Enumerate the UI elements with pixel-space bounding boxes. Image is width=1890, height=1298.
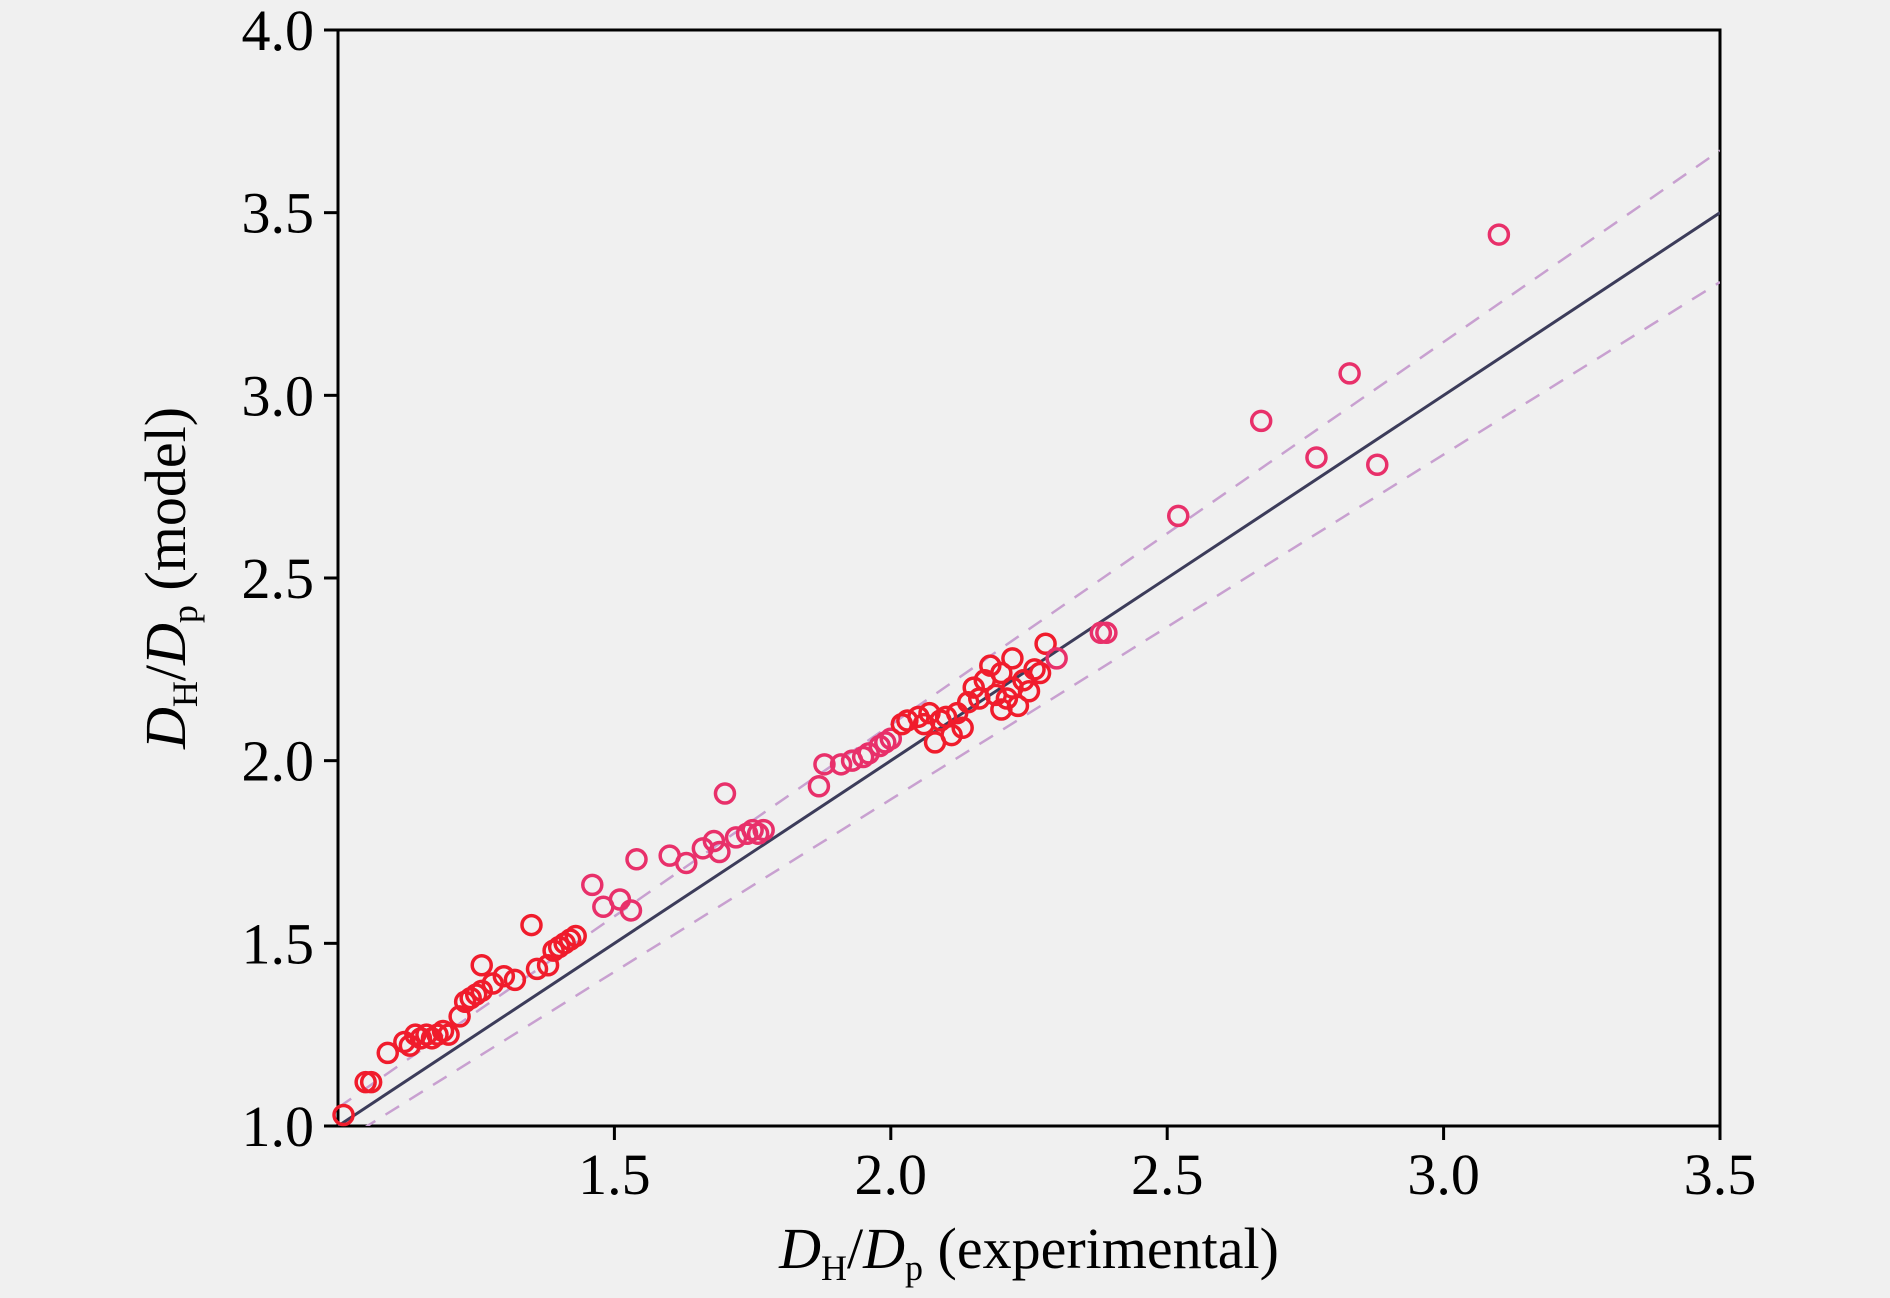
y-label-symbol-1: D (133, 707, 198, 750)
data-point (520, 913, 543, 937)
data-point (1167, 504, 1190, 528)
data-point (359, 1070, 383, 1094)
data-point (1034, 632, 1057, 656)
data-point (1095, 621, 1118, 645)
data-point (1305, 446, 1328, 469)
data-point (525, 957, 549, 981)
x-label-symbol-2: D (862, 1216, 905, 1281)
y-tick-label: 4.0 (242, 0, 315, 63)
x-label-suffix: (experimental) (923, 1216, 1279, 1281)
lower-bound-line (364, 281, 1720, 1126)
data-point (376, 1041, 400, 1065)
data-point (470, 954, 493, 977)
data-point (564, 924, 587, 948)
x-tick-label: 3.0 (1407, 1142, 1480, 1207)
data-point (1487, 223, 1511, 246)
data-point (536, 954, 560, 977)
data-point (448, 1005, 471, 1028)
data-point (1017, 680, 1041, 703)
x-tick-label: 2.0 (855, 1142, 928, 1207)
data-point (813, 753, 836, 776)
data-point (713, 782, 737, 805)
data-point (470, 979, 493, 1003)
x-label-sub-1: H (821, 1248, 847, 1288)
data-point (990, 661, 1013, 685)
data-points (332, 223, 1511, 1127)
data-point (1006, 694, 1030, 718)
data-point (857, 742, 880, 765)
data-point (398, 1034, 422, 1057)
x-label-slash: / (847, 1216, 864, 1281)
data-point (503, 968, 527, 992)
data-point (940, 723, 963, 747)
data-point (481, 972, 505, 995)
data-point (829, 753, 853, 776)
data-point (951, 716, 974, 740)
x-tick-label: 3.5 (1684, 1142, 1757, 1207)
data-point (437, 1023, 460, 1046)
data-point (1001, 647, 1024, 670)
data-point (332, 1103, 355, 1127)
y-tick-label: 2.5 (242, 546, 315, 611)
y-label-slash: / (133, 664, 198, 681)
y-tick-label: 1.0 (242, 1094, 315, 1159)
axis-ticks: 1.5 2.0 2.5 3.0 3.5 1.0 1.5 2.0 2.5 3.0 3.5 4.0 (242, 0, 1757, 1207)
data-point (619, 899, 643, 922)
data-point (995, 687, 1019, 710)
data-point (708, 840, 731, 864)
data-point (675, 851, 698, 875)
y-tick-label: 1.5 (242, 911, 315, 976)
data-point (752, 818, 775, 842)
data-point (962, 676, 985, 699)
x-axis-label: DH/Dp (experimental) (778, 1216, 1279, 1288)
data-point (1366, 453, 1389, 476)
data-point (492, 964, 516, 988)
y-tick-label: 3.0 (242, 363, 315, 428)
x-label-symbol-1: D (778, 1216, 821, 1281)
data-point (625, 848, 648, 871)
fit-line (338, 211, 1720, 1126)
y-label-sub-1: H (165, 681, 205, 707)
data-point (1249, 409, 1273, 433)
y-tick-label: 2.0 (242, 729, 315, 794)
data-point (1045, 647, 1068, 670)
y-label-sub-2: p (165, 605, 205, 623)
x-tick-label: 2.5 (1131, 1142, 1204, 1207)
data-point (879, 727, 903, 750)
data-point (979, 654, 1002, 677)
data-point (702, 829, 726, 853)
data-point (1338, 362, 1361, 385)
data-point (956, 690, 980, 714)
y-axis-label: DH/Dp (model) (133, 407, 205, 750)
data-point (807, 774, 831, 798)
x-label-sub-2: p (905, 1248, 923, 1288)
y-label-symbol-2: D (133, 623, 198, 666)
x-tick-label: 1.5 (578, 1142, 651, 1207)
y-label-suffix: (model) (133, 407, 198, 605)
data-point (1028, 661, 1052, 685)
data-point (581, 873, 604, 897)
y-tick-label: 3.5 (242, 181, 315, 246)
